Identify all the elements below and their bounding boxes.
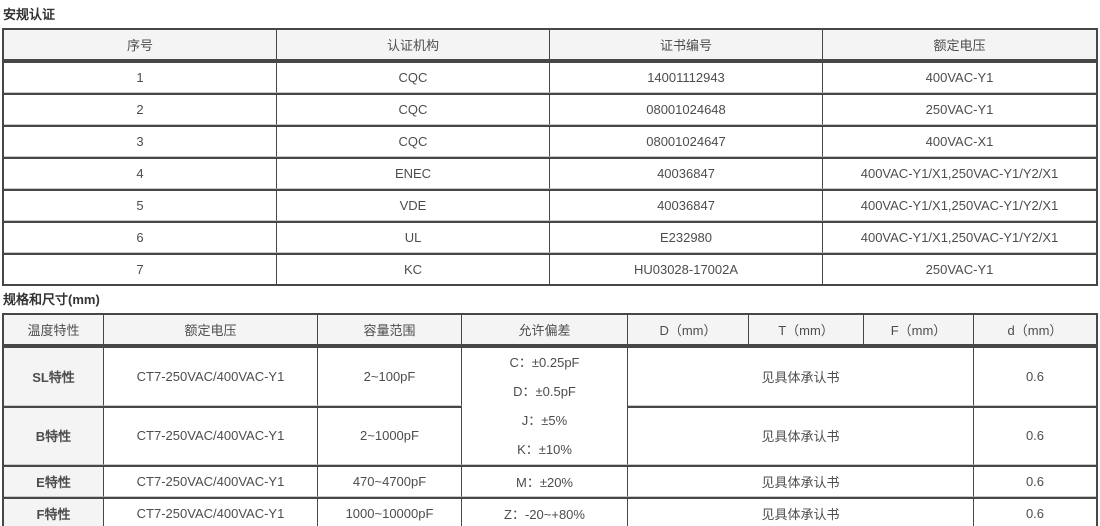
cell-temp-char: E特性 [4,465,104,497]
cell-voltage: 400VAC-Y1/X1,250VAC-Y1/Y2/X1 [823,157,1096,189]
cell-tolerance: M：±20% [462,465,628,497]
cell-cert-number: 14001112943 [550,61,823,93]
header-cell-cert-number: 证书编号 [550,30,823,61]
tolerance-line: J：±5% [521,413,568,428]
cell-voltage: 250VAC-Y1 [823,253,1096,284]
cell-agency: UL [277,221,550,253]
cell-cap-range: 1000~10000pF [318,497,462,526]
cell-dimensions-note: 见具体承认书 [628,346,974,406]
cell-cap-range: 2~1000pF [318,405,462,465]
cell-voltage: 400VAC-X1 [823,125,1096,157]
cell-voltage: CT7-250VAC/400VAC-Y1 [104,405,318,465]
cell-serial: 4 [4,157,277,189]
cell-voltage: 400VAC-Y1 [823,61,1096,93]
certification-table: 序号 认证机构 证书编号 额定电压 1 CQC 14001112943 400V… [2,28,1098,286]
cell-cert-number: 40036847 [550,189,823,221]
header-cell-voltage: 额定电压 [104,315,318,346]
cell-tolerance-merged: C：±0.25pF D：±0.5pF J：±5% K：±10% [462,346,628,465]
table-row: 1 CQC 14001112943 400VAC-Y1 [4,61,1096,93]
cell-voltage: CT7-250VAC/400VAC-Y1 [104,465,318,497]
cell-serial: 3 [4,125,277,157]
cell-temp-char: SL特性 [4,346,104,406]
spec-section-title: 规格和尺寸(mm) [3,292,100,307]
table-row: 2 CQC 08001024648 250VAC-Y1 [4,93,1096,125]
cell-voltage: CT7-250VAC/400VAC-Y1 [104,346,318,406]
cell-serial: 1 [4,61,277,93]
cell-voltage: 250VAC-Y1 [823,93,1096,125]
cell-cap-range: 470~4700pF [318,465,462,497]
header-cell-voltage: 额定电压 [823,30,1096,61]
cell-agency: CQC [277,125,550,157]
header-cell-tolerance: 允许偏差 [462,315,628,346]
cell-dim-d: 0.6 [974,497,1096,526]
header-cell-dim-T: T（mm） [749,315,864,346]
cert-section-title: 安规认证 [3,7,56,22]
cell-serial: 7 [4,253,277,284]
certification-table-header-row: 序号 认证机构 证书编号 额定电压 [4,30,1096,61]
table-row: 4 ENEC 40036847 400VAC-Y1/X1,250VAC-Y1/Y… [4,157,1096,189]
cell-temp-char: B特性 [4,405,104,465]
cell-cert-number: HU03028-17002A [550,253,823,284]
table-row: 3 CQC 08001024647 400VAC-X1 [4,125,1096,157]
header-cell-dim-D: D（mm） [628,315,749,346]
cell-dim-d: 0.6 [974,465,1096,497]
header-cell-dim-d: d（mm） [974,315,1096,346]
table-row-b: B特性 CT7-250VAC/400VAC-Y1 2~1000pF 见具体承认书… [4,405,1096,465]
cell-dimensions-note: 见具体承认书 [628,497,974,526]
table-row-e: E特性 CT7-250VAC/400VAC-Y1 470~4700pF M：±2… [4,465,1096,497]
cell-temp-char: F特性 [4,497,104,526]
cell-voltage: 400VAC-Y1/X1,250VAC-Y1/Y2/X1 [823,221,1096,253]
cell-agency: CQC [277,93,550,125]
tolerance-line: C：±0.25pF [509,355,580,370]
tolerance-line: K：±10% [517,442,572,457]
cell-serial: 6 [4,221,277,253]
table-row-sl: SL特性 CT7-250VAC/400VAC-Y1 2~100pF C：±0.2… [4,346,1096,465]
header-cell-agency: 认证机构 [277,30,550,61]
cell-cert-number: 08001024647 [550,125,823,157]
cell-tolerance: Z：-20~+80% [462,497,628,526]
cell-dim-d: 0.6 [974,405,1096,465]
table-row: 7 KC HU03028-17002A 250VAC-Y1 [4,253,1096,284]
table-row-f: F特性 CT7-250VAC/400VAC-Y1 1000~10000pF Z：… [4,497,1096,526]
cell-cap-range: 2~100pF [318,346,462,406]
cell-agency: CQC [277,61,550,93]
cell-agency: ENEC [277,157,550,189]
cell-agency: VDE [277,189,550,221]
cell-cert-number: 40036847 [550,157,823,189]
header-cell-cap-range: 容量范围 [318,315,462,346]
cell-agency: KC [277,253,550,284]
cell-voltage: 400VAC-Y1/X1,250VAC-Y1/Y2/X1 [823,189,1096,221]
tolerance-line: D：±0.5pF [513,384,576,399]
table-row: 6 UL E232980 400VAC-Y1/X1,250VAC-Y1/Y2/X… [4,221,1096,253]
cell-cert-number: E232980 [550,221,823,253]
header-cell-serial: 序号 [4,30,277,61]
cell-dim-d: 0.6 [974,346,1096,406]
cell-serial: 5 [4,189,277,221]
cell-dimensions-note: 见具体承认书 [628,405,974,465]
cell-serial: 2 [4,93,277,125]
spec-table: 温度特性 额定电压 容量范围 允许偏差 D（mm） T（mm） F（mm） d（… [2,313,1098,526]
cell-cert-number: 08001024648 [550,93,823,125]
spec-table-header-row: 温度特性 额定电压 容量范围 允许偏差 D（mm） T（mm） F（mm） d（… [4,315,1096,346]
table-row: 5 VDE 40036847 400VAC-Y1/X1,250VAC-Y1/Y2… [4,189,1096,221]
cell-dimensions-note: 见具体承认书 [628,465,974,497]
cell-voltage: CT7-250VAC/400VAC-Y1 [104,497,318,526]
header-cell-temp-char: 温度特性 [4,315,104,346]
header-cell-dim-F: F（mm） [864,315,974,346]
